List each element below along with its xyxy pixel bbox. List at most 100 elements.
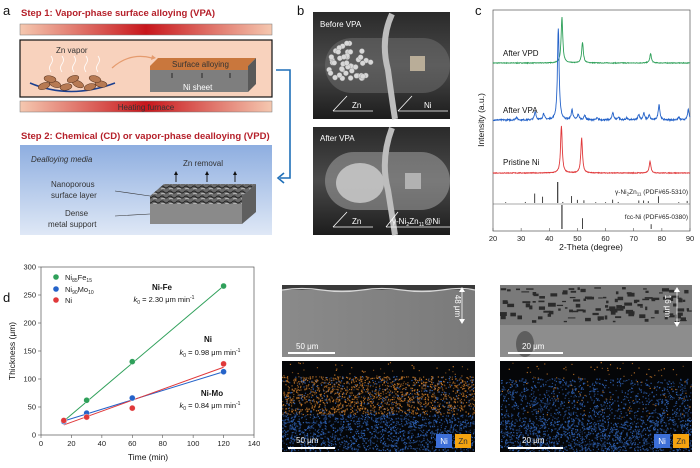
eds-pixel bbox=[320, 437, 322, 439]
eds-pixel bbox=[315, 381, 318, 383]
pore bbox=[639, 314, 646, 319]
eds-pixel bbox=[327, 399, 330, 401]
eds-pixel bbox=[472, 441, 474, 444]
eds-pixel bbox=[545, 381, 547, 383]
eds-pixel bbox=[556, 395, 558, 397]
eds-pixel bbox=[456, 386, 458, 388]
eds-pixel bbox=[350, 405, 352, 408]
eds-pixel bbox=[356, 431, 358, 433]
eds-pixel bbox=[368, 380, 370, 383]
eds-pixel bbox=[384, 389, 386, 392]
eds-pixel bbox=[326, 395, 329, 398]
eds-pixel bbox=[563, 368, 565, 370]
eds-pixel bbox=[402, 400, 405, 402]
eds-pixel bbox=[330, 413, 332, 415]
eds-pixel bbox=[450, 427, 452, 429]
eds-pixel bbox=[283, 380, 285, 383]
eds-pixel bbox=[413, 382, 415, 384]
eds-pixel bbox=[342, 417, 345, 419]
eds-pixel bbox=[340, 382, 342, 384]
eds-pixel bbox=[561, 402, 564, 405]
eds-pixel bbox=[293, 396, 295, 398]
eds-pixel bbox=[399, 400, 401, 402]
eds-pixel bbox=[623, 403, 625, 405]
eds-pixel bbox=[451, 439, 453, 441]
eds-pixel bbox=[332, 389, 334, 391]
eds-pixel bbox=[362, 406, 364, 408]
eds-pixel bbox=[681, 384, 684, 386]
eds-pixel bbox=[387, 431, 390, 433]
eds-pixel bbox=[371, 416, 373, 419]
eds-pixel bbox=[673, 412, 676, 414]
eds-pixel bbox=[301, 438, 303, 440]
eds-pixel bbox=[501, 390, 503, 392]
eds-pixel bbox=[405, 415, 407, 417]
eds-pixel bbox=[338, 381, 340, 383]
eds-pixel bbox=[372, 380, 374, 382]
eds-pixel bbox=[322, 414, 324, 416]
eds-pixel bbox=[610, 404, 613, 406]
eds-pixel bbox=[452, 415, 454, 417]
eds-pixel bbox=[442, 376, 444, 378]
pore bbox=[624, 302, 633, 306]
eds-pixel bbox=[318, 390, 321, 393]
eds-pixel bbox=[416, 389, 419, 391]
eds-pixel bbox=[462, 387, 464, 390]
eds-pixel bbox=[354, 396, 356, 398]
eds-pixel bbox=[356, 438, 358, 440]
eds-pixel bbox=[297, 420, 299, 423]
eds-pixel bbox=[472, 421, 474, 423]
eds-pixel bbox=[540, 418, 542, 421]
eds-pixel bbox=[428, 396, 430, 398]
eds-pixel bbox=[624, 380, 626, 382]
eds-pixel bbox=[390, 439, 392, 441]
eds-pixel bbox=[395, 422, 398, 424]
eds-pixel bbox=[352, 394, 355, 396]
eds-pixel bbox=[437, 383, 439, 386]
eds-pixel bbox=[631, 401, 634, 403]
eds-pixel bbox=[434, 405, 436, 407]
eds-pixel bbox=[370, 438, 372, 440]
eds-pixel bbox=[432, 406, 435, 409]
eds-pixel bbox=[384, 384, 387, 387]
eds-pixel bbox=[386, 387, 388, 389]
eds-pixel bbox=[378, 376, 381, 379]
pore bbox=[651, 297, 660, 301]
eds-pixel bbox=[297, 425, 299, 428]
eds-pixel bbox=[666, 429, 668, 431]
eds-pixel bbox=[374, 392, 376, 394]
eds-pixel bbox=[529, 404, 531, 406]
eds-pixel bbox=[371, 436, 373, 438]
eds-pixel bbox=[380, 379, 383, 381]
eds-pixel bbox=[290, 437, 292, 439]
eds-pixel bbox=[463, 383, 465, 386]
eds-pixel bbox=[345, 441, 347, 443]
eds-pixel bbox=[603, 404, 605, 406]
eds-pixel bbox=[379, 396, 381, 399]
eds-pixel bbox=[301, 430, 303, 433]
eds-pixel bbox=[501, 414, 503, 416]
eds-pixel bbox=[463, 393, 465, 395]
eds-pixel bbox=[299, 410, 301, 413]
eds-pixel bbox=[347, 390, 349, 392]
eds-pixel bbox=[529, 371, 532, 373]
eds-pixel bbox=[398, 397, 401, 399]
eds-pixel bbox=[459, 432, 461, 434]
eds-pixel bbox=[449, 428, 451, 430]
eds-pixel bbox=[291, 385, 293, 387]
zn-pellet bbox=[331, 60, 337, 66]
pore bbox=[650, 317, 655, 319]
eds-pixel bbox=[349, 427, 351, 429]
eds-pixel bbox=[454, 402, 457, 404]
eds-pixel bbox=[335, 411, 337, 413]
eds-pixel bbox=[412, 448, 414, 450]
eds-pixel bbox=[550, 422, 552, 425]
eds-pixel bbox=[384, 445, 386, 447]
eds-pixel bbox=[454, 386, 456, 388]
eds-pixel bbox=[327, 389, 329, 392]
eds-pixel bbox=[555, 400, 557, 402]
eds-pixel bbox=[391, 392, 393, 394]
eds-pixel bbox=[382, 434, 384, 437]
eds-pixel bbox=[300, 389, 302, 391]
eds-pixel bbox=[407, 447, 409, 449]
